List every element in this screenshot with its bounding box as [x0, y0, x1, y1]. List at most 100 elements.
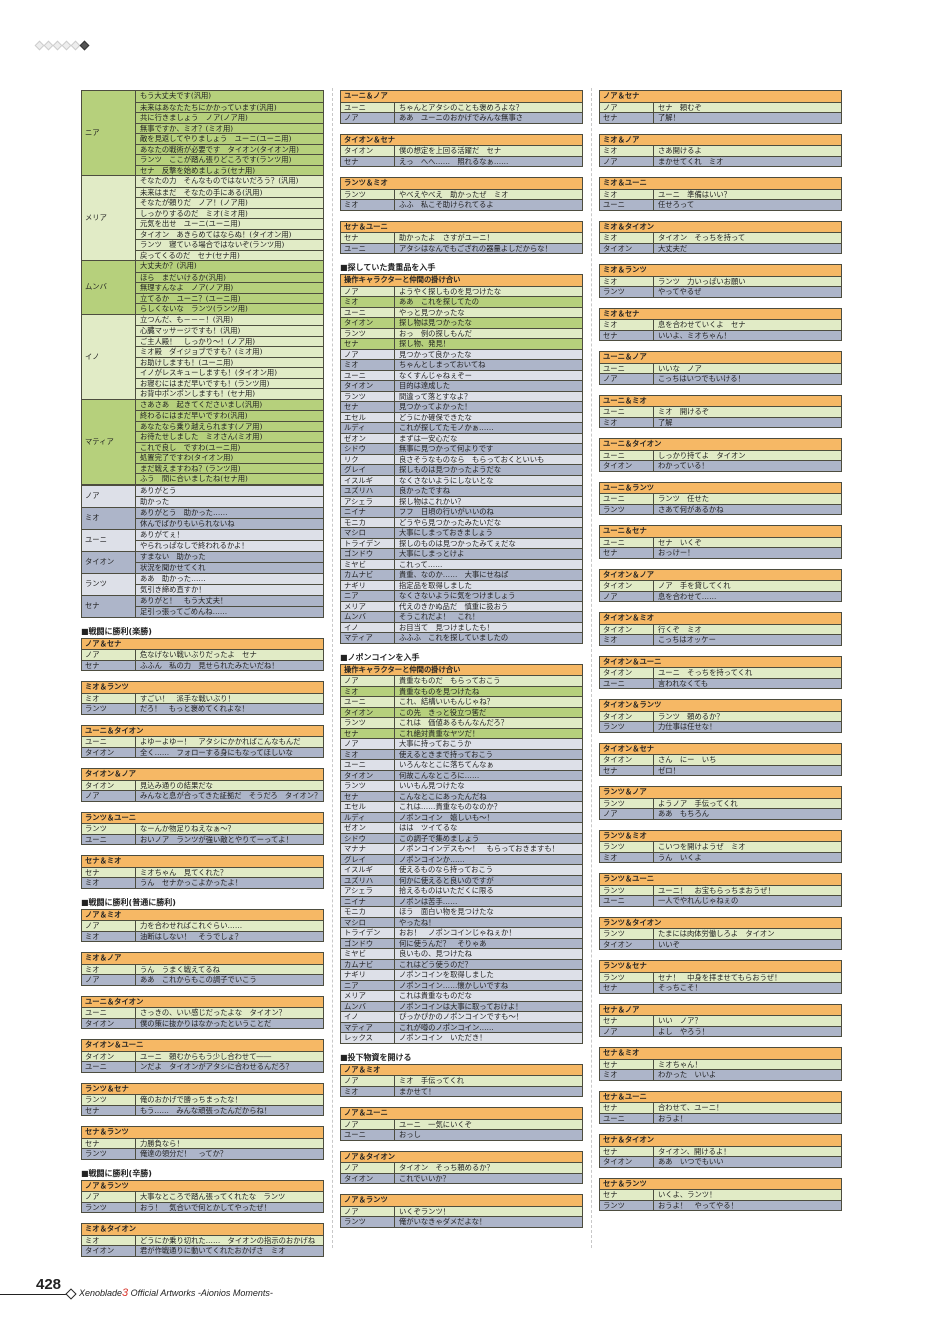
- speaker-cell: タイオン: [600, 581, 654, 591]
- table-header: ミオ＆ノア: [82, 953, 323, 964]
- speaker-cell: ミオ: [600, 417, 654, 427]
- speaker-cell: セナ: [341, 728, 395, 738]
- line-cell: 良さそうなものなら もらっておくといいも: [399, 454, 545, 464]
- line-cell: 戻ってくるのだ セナ(セナ用): [136, 249, 323, 261]
- book-title-subtitle: Official Artworks -Aionios Moments-: [128, 1288, 273, 1298]
- table-row: ミオ 油断はしない！ そうでしょ？: [82, 930, 323, 941]
- character-group: セナ ありがと！ もう大丈夫！ 足引っ張ってごめんね……: [82, 594, 323, 617]
- character-name: タイオン: [82, 551, 136, 573]
- speaker-cell: イスルギ: [341, 475, 395, 485]
- line-cell: まずは一安心だな: [399, 433, 458, 443]
- character-group: ミオ ありがとう 助かった…… 休んでばかりもいられないね: [82, 506, 323, 529]
- speaker-cell: マティア: [341, 1022, 395, 1032]
- character-lines: ありがと！ もう大丈夫！ 足引っ張ってごめんね……: [136, 596, 323, 617]
- speaker-cell: ノア: [82, 650, 136, 660]
- speaker-cell: ノア: [341, 113, 395, 123]
- table-row: マティア これが噂のノポンコイン……: [341, 1021, 582, 1032]
- table-row: ランツ こいつを開けようぜ ミオ: [600, 841, 841, 852]
- dialogue-table: タイオン＆ランツ タイオン ランツ 頼めるか？ ランツ 力仕事は任せな！: [599, 699, 842, 733]
- table-row: セナ ふふん 私の力 見せられたみたいだね！: [82, 659, 323, 670]
- line-cell: 大丈夫か？(汎用): [140, 261, 197, 270]
- table-row: メリア これは貴重なものだな: [341, 990, 582, 1001]
- line-cell: おっし: [399, 1130, 421, 1139]
- dialogue-table: ミオ＆タイオン ミオ どうにか乗り切れた…… タイオンの指示のおかげね タイオン 君が作…: [81, 1223, 324, 1257]
- table-header: ノア＆ミオ: [341, 1064, 582, 1075]
- dialogue-table: ランツ＆ミオ ランツ やべえやべえ 助かったぜ ミオ ミオ ふふ 私こそ助けられてるよ: [340, 177, 583, 211]
- table-row: ノア 貴重なものだ もらっておこう: [341, 675, 582, 686]
- speaker-cell: セナ: [82, 1138, 136, 1148]
- table-row: ニア ノポンコイン……懐かしいですね: [341, 979, 582, 990]
- line-cell: タイオン、開けるよ！: [658, 1146, 731, 1156]
- table-row: ノア ようやく探しものを見つけたな: [341, 285, 582, 296]
- line-cell: いくよ、ランツ！: [658, 1190, 717, 1199]
- speaker-cell: ミオ: [600, 146, 654, 156]
- speaker-cell: セナ: [600, 113, 654, 123]
- speaker-cell: ノア: [600, 374, 654, 384]
- speaker-cell: ミオ: [600, 276, 654, 286]
- line-cell: ノポンコインデスも～！ もらっておきますも！: [399, 844, 559, 853]
- speaker-cell: ノア: [600, 156, 654, 166]
- line-cell: これは貴重なものだな: [399, 991, 472, 1000]
- table-row: ランツ やってやるぜ: [600, 286, 841, 297]
- line-cell: ちゃんとアタシのことも褒めろよな？: [399, 102, 524, 112]
- table-row: セナ えっ へへ…… 照れるなぁ……: [341, 155, 582, 166]
- line-cell: ユーニ そっちを持ってくれ: [658, 668, 753, 677]
- line-cell: これで良し ですわ(ユーニ用): [136, 441, 323, 453]
- speaker-cell: グレイ: [341, 854, 395, 864]
- table-header: ランツ＆ミオ: [341, 178, 582, 189]
- dialogue-table: 操作キャラクターと仲間の掛け合い ノア 貴重なものだ もらっておこう ミオ 貴重なものを…: [340, 663, 583, 1044]
- character-group: メリア そなたの力 そんなものではないだろう？(汎用) 未来はまだ そなたの手にある…: [82, 175, 323, 260]
- speaker-cell: ユーニ: [341, 102, 395, 112]
- line-cell: 力を合わせればこれぐらい……: [140, 921, 243, 930]
- line-cell: おっけー！: [658, 548, 695, 557]
- table-row: タイオン 僕の策に抜かりはなかったということだ: [82, 1017, 323, 1028]
- speaker-cell: ノア: [341, 1163, 395, 1173]
- line-cell: ランツ 寝ている場合ではないぞ(ランツ用): [136, 239, 323, 250]
- table-row: カムナビ これはどう使うのだ？: [341, 958, 582, 969]
- table-row: タイオン いいぞ: [600, 938, 841, 949]
- table-row: ランツ たまには肉体労働しろよ タイオン: [600, 928, 841, 939]
- speaker-cell: タイオン: [600, 461, 654, 471]
- dialogue-table: ユーニ＆セナ ユーニ セナ いくぞ セナ おっけー！: [599, 525, 842, 559]
- line-cell: いいよ、ミオちゃん！: [658, 330, 731, 340]
- line-cell: ほら まだいけるか(汎用): [136, 271, 323, 283]
- table-row: セナ こんなとこにあったんだね: [341, 790, 582, 801]
- line-cell: ンだよ タイオンがアタシに合わせるんだろ？: [140, 1062, 293, 1071]
- line-cell: もう…… みんな頑張ったんだからね！: [140, 1105, 272, 1115]
- table-row: タイオン この先 きっと役立つ筈だ: [341, 706, 582, 717]
- speaker-cell: ランツ: [82, 1095, 136, 1105]
- line-cell: ミオちゃん 見てくれた？: [140, 867, 228, 877]
- line-cell: 良かったですね: [399, 486, 451, 495]
- speaker-cell: ランツ: [341, 1217, 395, 1227]
- character-name: メリア: [82, 176, 136, 260]
- speaker-cell: ミオ: [600, 1070, 654, 1080]
- line-cell: ふふ 私こそ助けられてるよ: [399, 200, 494, 209]
- line-cell: こっちはオッケー: [658, 635, 716, 644]
- speaker-cell: ユーニ: [341, 697, 395, 707]
- table-row: リク 良さそうなものなら もらっておくといいも: [341, 453, 582, 464]
- speaker-cell: ユーニ: [600, 537, 654, 547]
- speaker-cell: ノア: [82, 1192, 136, 1202]
- line-cell: やられっぱなしで終われるかよ！: [136, 540, 323, 551]
- speaker-cell: ノア: [600, 591, 654, 601]
- table-row: ユーニ これ、結構いいもんじゃね？: [341, 696, 582, 707]
- table-row: セナ 了解！: [600, 112, 841, 123]
- dialogue-table: ユーニ＆ノア ユーニ ちゃんとアタシのことも褒めろよな？ ノア ああ ユーニのおかげでみ…: [340, 90, 583, 124]
- speaker-cell: ミオ: [82, 1235, 136, 1245]
- speaker-cell: ゴンドウ: [341, 549, 395, 559]
- line-cell: 無事ですか、ミオ？(ミオ用): [136, 122, 323, 134]
- speaker-cell: ルディ: [341, 812, 395, 822]
- table-row: セナ そっちこそ！: [600, 982, 841, 993]
- line-cell: 見つかってよかった！: [399, 402, 472, 411]
- speaker-cell: タイオン: [341, 146, 395, 156]
- line-cell: さっきの、いい感じだったよな タイオン？: [140, 1008, 286, 1017]
- speaker-cell: トライデン: [341, 928, 395, 938]
- speaker-cell: マナナ: [341, 844, 395, 854]
- table-row: ランツ 力仕事は任せな！: [600, 721, 841, 732]
- speaker-cell: ノア: [82, 921, 136, 931]
- table-row: ミオ こっちはオッケー: [600, 634, 841, 645]
- table-row: ミオ ふふ 私こそ助けられてるよ: [341, 199, 582, 210]
- table-row: マシロ やったね！: [341, 916, 582, 927]
- line-cell: 立てるか ユーニ？(ユーニ用): [136, 292, 323, 304]
- line-cell: ノポンコイン 嬉しいも～！: [399, 812, 494, 822]
